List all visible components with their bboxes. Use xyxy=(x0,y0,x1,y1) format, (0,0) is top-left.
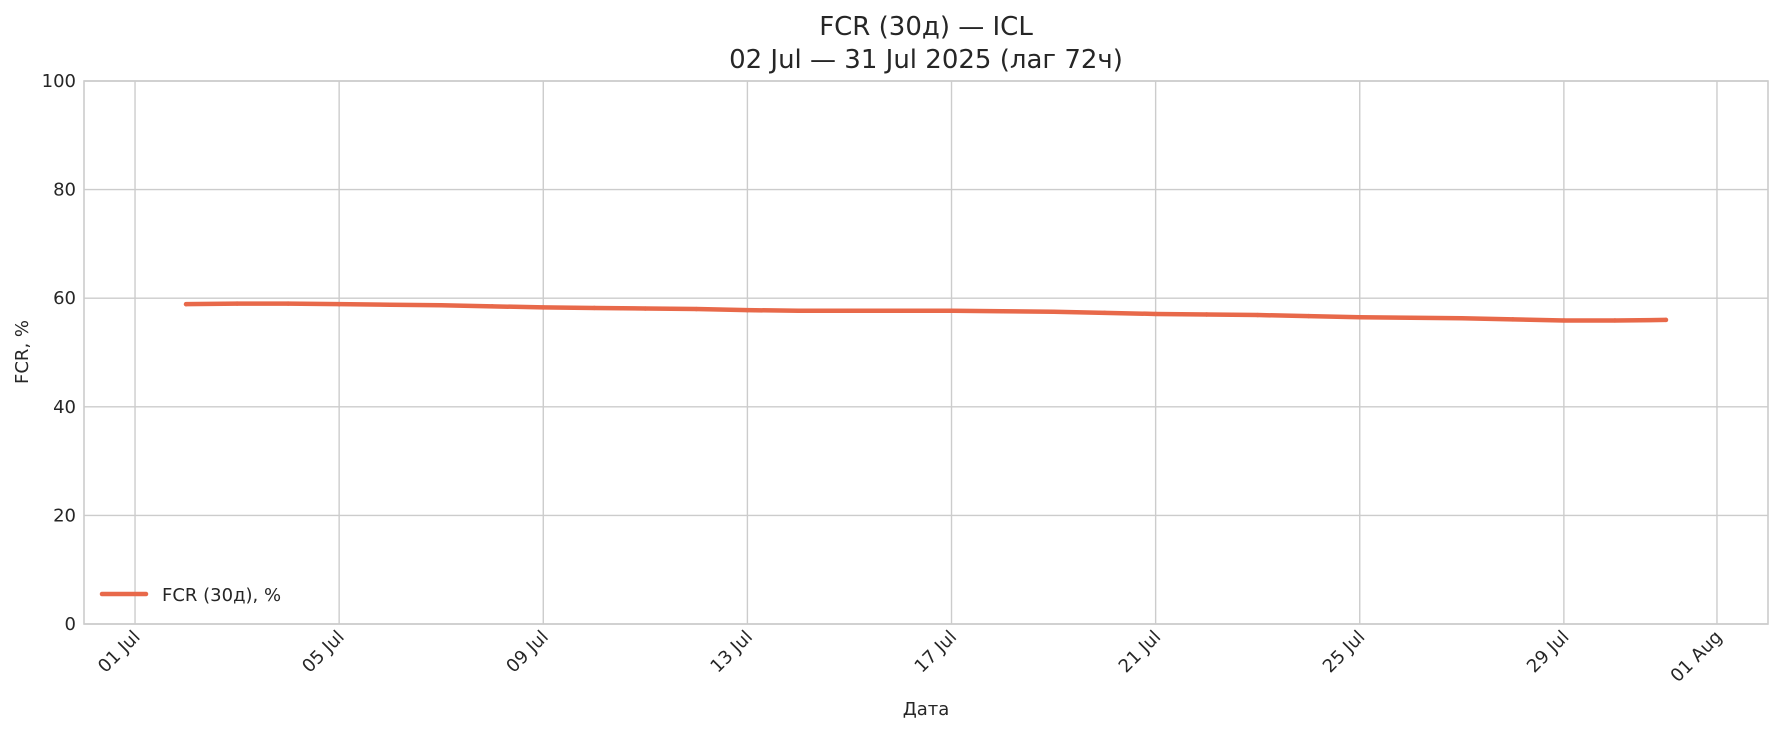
data-point xyxy=(949,308,954,313)
y-tick-label: 60 xyxy=(53,288,76,309)
y-tick-label: 80 xyxy=(53,180,76,201)
data-point xyxy=(541,305,546,310)
data-point xyxy=(1663,317,1669,323)
legend: FCR (30д), % xyxy=(99,585,281,606)
x-tick-label: 05 Jul xyxy=(298,627,348,677)
y-tick-label: 100 xyxy=(42,71,76,92)
y-tick-label: 40 xyxy=(53,397,76,418)
series-layer xyxy=(183,301,1669,323)
x-tick-label: 25 Jul xyxy=(1319,627,1369,677)
data-point xyxy=(1510,317,1516,322)
grid-layer xyxy=(84,80,1768,625)
tick-layer: 0 20 40 60 80 100 01 Jul 05 Jul 09 Jul 13 Jul 17 J… xyxy=(42,71,1727,687)
data-point xyxy=(1306,313,1311,319)
x-tick-label: 09 Jul xyxy=(502,627,552,677)
data-point xyxy=(439,303,444,308)
chart-title: FCR (30д) — ICL xyxy=(819,12,1033,42)
x-tick-label: 17 Jul xyxy=(911,627,961,677)
y-tick-label: 20 xyxy=(53,505,76,526)
data-point xyxy=(1000,309,1005,314)
data-point xyxy=(1051,309,1056,314)
data-point xyxy=(1102,310,1107,316)
data-point xyxy=(1459,316,1465,321)
x-tick-label: 13 Jul xyxy=(706,627,756,677)
data-point xyxy=(796,308,801,313)
data-point xyxy=(1561,318,1567,323)
y-tick-label: 0 xyxy=(65,614,76,635)
plot-frame xyxy=(83,80,1769,625)
data-point xyxy=(1357,315,1362,320)
data-point xyxy=(285,301,291,306)
x-tick-label: 29 Jul xyxy=(1523,627,1573,677)
data-point xyxy=(183,301,189,307)
x-tick-label: 01 Jul xyxy=(94,627,144,677)
data-point xyxy=(336,301,342,307)
data-point xyxy=(592,305,597,311)
x-tick-label: 01 Aug xyxy=(1667,627,1727,687)
data-point xyxy=(1255,312,1260,318)
data-point xyxy=(234,301,240,306)
data-point xyxy=(1612,318,1618,323)
data-point xyxy=(847,308,852,313)
y-axis-label: FCR, % xyxy=(12,320,33,384)
series-line-fcr xyxy=(183,301,1669,323)
data-point xyxy=(694,306,699,312)
data-point xyxy=(490,304,495,309)
x-tick-label: 21 Jul xyxy=(1115,627,1165,677)
data-point xyxy=(1153,311,1158,317)
data-point xyxy=(1204,312,1209,317)
x-axis-label: Дата xyxy=(903,699,950,720)
data-point xyxy=(1408,315,1413,320)
data-point xyxy=(387,302,393,307)
data-point xyxy=(643,306,648,311)
data-point xyxy=(745,307,750,313)
data-point xyxy=(898,308,903,313)
chart-subtitle: 02 Jul — 31 Jul 2025 (лаг 72ч) xyxy=(729,45,1123,75)
legend-label: FCR (30д), % xyxy=(162,585,281,606)
